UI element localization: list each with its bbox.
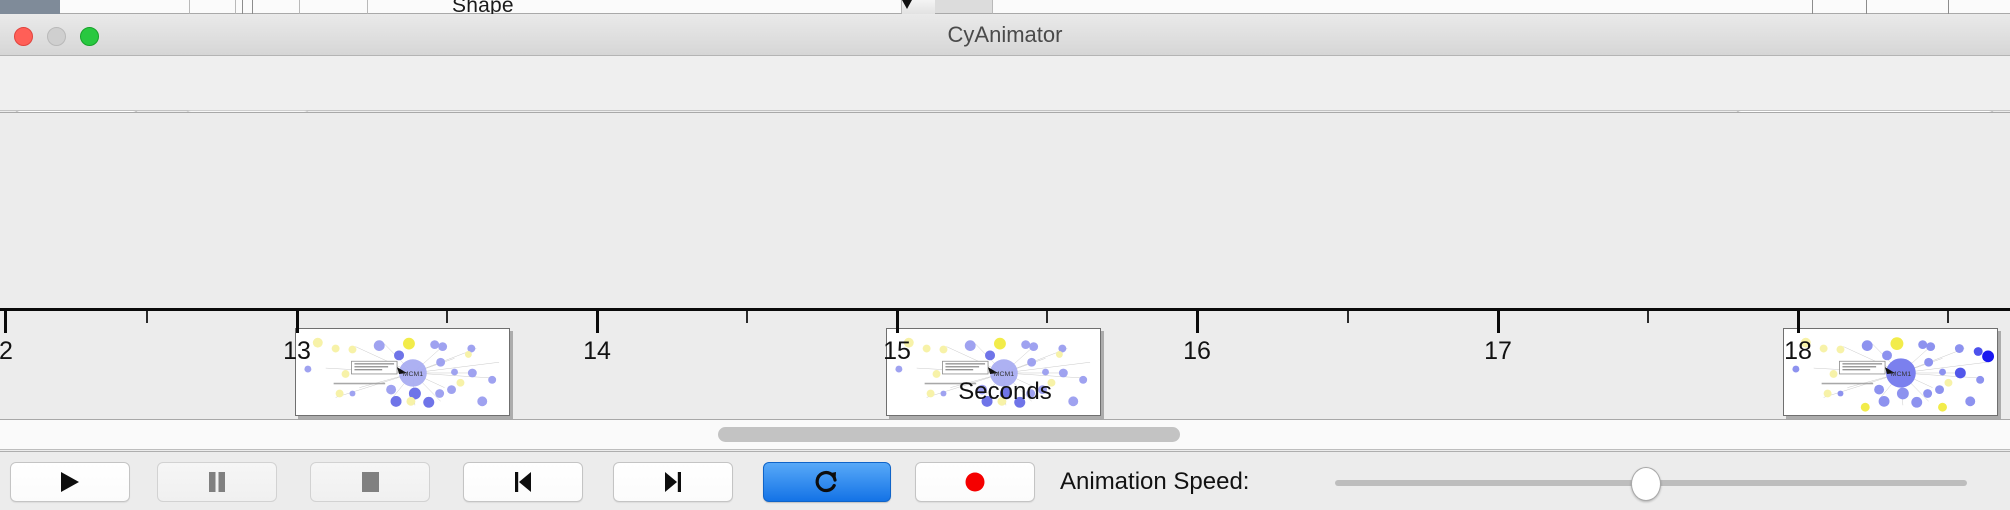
- axis-tick-minor: [1947, 311, 1949, 323]
- axis-tick-label: 13: [283, 337, 311, 365]
- background-window-segment: [60, 0, 190, 14]
- stop-icon: [362, 472, 379, 492]
- axis-tick-major: [1797, 311, 1800, 333]
- animation-speed-slider-thumb[interactable]: [1631, 467, 1661, 501]
- traffic-light-buttons: [14, 27, 99, 46]
- axis-tick-label: 16: [1183, 337, 1211, 365]
- window-title: CyAnimator: [947, 22, 1063, 47]
- background-window-label: Shape: [452, 0, 514, 14]
- axis-tick-minor: [446, 311, 448, 323]
- play-icon: [61, 472, 79, 492]
- play-button[interactable]: [10, 462, 130, 502]
- background-window-segment: [190, 0, 236, 14]
- loop-icon: [815, 470, 837, 493]
- playback-control-bar: Animation Speed:: [0, 451, 2010, 510]
- pause-icon: [209, 472, 225, 492]
- axis-tick-major: [596, 311, 599, 333]
- record-icon: [965, 472, 985, 492]
- background-window-segment: [993, 0, 2010, 14]
- network-graph-preview: MCM1: [887, 329, 1100, 415]
- axis-tick-major: [1497, 311, 1500, 333]
- background-window-tick: [1866, 0, 1867, 14]
- background-window-tick: [1812, 0, 1813, 14]
- axis-tick-label: 18: [1784, 337, 1812, 365]
- axis-tick-label: 15: [883, 337, 911, 365]
- record-button[interactable]: [915, 462, 1035, 502]
- axis-tick-major: [1196, 311, 1199, 333]
- timeline-frame-thumbnail[interactable]: MCM1: [1783, 328, 1998, 416]
- network-graph-preview: MCM1: [296, 329, 509, 415]
- timeline-scrollbar-thumb[interactable]: [718, 427, 1180, 442]
- animation-speed-label: Animation Speed:: [1060, 468, 1250, 495]
- background-window-segment: [236, 0, 300, 14]
- minimize-button[interactable]: [47, 27, 66, 46]
- background-window-tick: [1948, 0, 1949, 14]
- background-window-tick: [252, 0, 253, 14]
- close-button[interactable]: [14, 27, 33, 46]
- axis-title: Seconds: [958, 378, 1052, 405]
- timeline-panel[interactable]: MCM1: [0, 112, 2010, 420]
- skip-previous-button[interactable]: [463, 462, 583, 502]
- network-graph-preview: MCM1: [1784, 329, 1997, 415]
- axis-tick-label: 17: [1484, 337, 1512, 365]
- timeline-axis-line: [0, 308, 2010, 311]
- skip-next-button[interactable]: [613, 462, 733, 502]
- background-window-segment: [300, 0, 368, 14]
- svg-text:MCM1: MCM1: [403, 371, 424, 378]
- loop-button[interactable]: [763, 462, 891, 502]
- axis-tick-major: [896, 311, 899, 333]
- axis-tick-label: 2: [0, 337, 13, 365]
- background-window-segment: [935, 0, 993, 14]
- skip-previous-icon: [515, 472, 531, 492]
- timeline-scrollbar[interactable]: [0, 420, 2010, 450]
- zoom-button[interactable]: [80, 27, 99, 46]
- background-window-dark-segment: [0, 0, 60, 14]
- axis-tick-minor: [746, 311, 748, 323]
- skip-next-icon: [665, 472, 681, 492]
- axis-tick-minor: [1347, 311, 1349, 323]
- stop-button[interactable]: [310, 462, 430, 502]
- frame-toolbar: ✚ Clear All Frames: [0, 56, 2010, 152]
- axis-tick-minor: [1046, 311, 1048, 323]
- background-window-marker-icon: [902, 0, 912, 9]
- background-window-tick: [242, 0, 243, 14]
- axis-tick-label: 14: [583, 337, 611, 365]
- axis-tick-major: [296, 311, 299, 333]
- svg-text:MCM1: MCM1: [994, 371, 1015, 378]
- timeline-frame-thumbnail[interactable]: MCM1: [295, 328, 510, 416]
- timeline-frame-thumbnail[interactable]: MCM1: [886, 328, 1101, 416]
- pause-button[interactable]: [157, 462, 277, 502]
- title-bar: CyAnimator: [0, 14, 2010, 56]
- background-window-segment: [368, 0, 902, 14]
- background-window-strip: Shape: [0, 0, 2010, 14]
- axis-tick-minor: [1647, 311, 1649, 323]
- axis-tick-major: [4, 311, 7, 333]
- axis-tick-minor: [146, 311, 148, 323]
- svg-text:MCM1: MCM1: [1891, 371, 1912, 378]
